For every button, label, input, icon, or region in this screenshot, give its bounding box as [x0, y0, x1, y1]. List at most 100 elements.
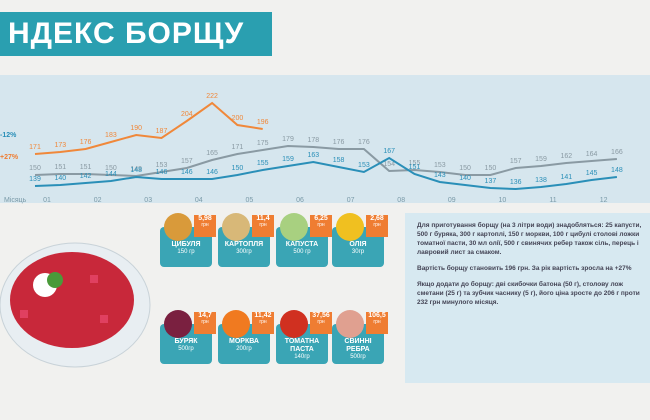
- price-tag: 37,56 грн: [310, 312, 332, 334]
- value-label: 163: [307, 152, 319, 159]
- value-label: 187: [156, 128, 168, 135]
- value-label: 150: [105, 165, 117, 172]
- currency: грн: [201, 222, 209, 228]
- value-label: 157: [181, 158, 193, 165]
- value-label: 164: [586, 151, 598, 158]
- currency: грн: [201, 319, 209, 325]
- value-label: 148: [611, 167, 623, 174]
- x-tick-label: 03: [144, 197, 152, 204]
- value-label: 179: [282, 136, 294, 143]
- value-label: 173: [54, 142, 66, 149]
- ingredient-weight: 150 гр: [177, 249, 195, 255]
- value-label: 150: [29, 165, 41, 172]
- ingredient-name: ОЛІЯ: [349, 241, 367, 248]
- info-paragraph: Для приготування борщу (на 3 літри води)…: [417, 222, 642, 256]
- price: 106,5: [368, 312, 386, 319]
- ingredient-icon: [280, 213, 308, 241]
- value-label: 158: [333, 157, 345, 164]
- chart: Місяць 01 02 03 04 05 06 07 08 09 10 11 12 -12% +27% 17…: [0, 75, 650, 204]
- value-label: 151: [409, 164, 421, 171]
- ingredient-icon: [336, 213, 364, 241]
- value-label: 183: [105, 132, 117, 139]
- currency: грн: [373, 319, 381, 325]
- chart-band: [0, 75, 650, 203]
- value-label: 162: [560, 153, 572, 160]
- price-tag: 11,4 грн: [252, 215, 274, 237]
- value-label: 196: [257, 119, 269, 126]
- value-label: 151: [80, 164, 92, 171]
- ingredient-weight: 200гр: [236, 346, 252, 352]
- x-tick-label: 01: [43, 197, 51, 204]
- info-paragraph: Вартість борщу становить 196 грн. За рік…: [417, 265, 632, 272]
- ingredient-weight: 30гр: [351, 249, 365, 255]
- value-label: 146: [181, 169, 193, 176]
- ingredient-icon: [164, 213, 192, 241]
- ingredient-card: КАПУСТА 500 гр 6,25 грн: [276, 213, 332, 269]
- ingredient-icon: [164, 310, 192, 338]
- value-label: 222: [206, 93, 218, 100]
- ingredient-icon: [222, 213, 250, 241]
- value-label: 143: [434, 172, 446, 179]
- value-label: 140: [54, 175, 66, 182]
- ingredient-name: ЦИБУЛЯ: [171, 241, 201, 248]
- soup-bowl: [0, 242, 151, 368]
- value-label: 171: [29, 144, 41, 151]
- value-label: 204: [181, 111, 193, 118]
- x-tick-label: 08: [397, 197, 405, 204]
- value-label: 176: [333, 139, 345, 146]
- value-label: 175: [257, 140, 269, 147]
- value-label: 139: [29, 176, 41, 183]
- value-label: 159: [535, 156, 547, 163]
- ingredient-card: ТОМАТНА ПАСТА 140гр 37,56 грн: [276, 310, 332, 366]
- ingredient-card: БУРЯК 500гр 14,7 грн: [160, 310, 216, 366]
- value-label: 166: [611, 149, 623, 156]
- value-label: 176: [358, 139, 370, 146]
- value-label: 148: [130, 167, 142, 174]
- price: 14,7: [198, 312, 212, 319]
- ingredient-card: ОЛІЯ 30гр 2,68 грн: [332, 213, 388, 269]
- ingredient-weight: 500гр: [178, 346, 194, 352]
- value-label: 155: [409, 160, 421, 167]
- value-label: 171: [232, 144, 244, 151]
- price-tag: 5,98 грн: [194, 215, 216, 237]
- price: 6,25: [314, 215, 328, 222]
- x-tick-label: 07: [347, 197, 355, 204]
- value-label: 149: [130, 166, 142, 173]
- value-label: 150: [485, 165, 497, 172]
- currency: грн: [317, 319, 325, 325]
- value-label: 136: [510, 179, 522, 186]
- info-paragraph: Якщо додати до борщу: дві скибочки батон…: [417, 281, 640, 306]
- value-label: 157: [510, 158, 522, 165]
- value-label: 176: [80, 139, 92, 146]
- x-axis-label: Місяць: [4, 196, 27, 204]
- ingredient-name: КАПУСТА: [285, 241, 319, 248]
- value-label: 153: [358, 162, 370, 169]
- ingredient-card: КАРТОПЛЯ 300гр 11,4 грн: [218, 213, 274, 269]
- value-label: 146: [156, 169, 168, 176]
- x-tick-label: 11: [549, 197, 556, 204]
- x-tick-label: 04: [195, 197, 203, 204]
- ingredient-name: МОРКВА: [229, 338, 259, 345]
- value-label: 138: [535, 177, 547, 184]
- value-label: 146: [206, 169, 218, 176]
- ingredient-weight: 500гр: [350, 354, 366, 360]
- ingredient-card: ЦИБУЛЯ 150 гр 5,98 грн: [160, 213, 216, 269]
- value-label: 142: [80, 173, 92, 180]
- currency: грн: [373, 222, 381, 228]
- price: 11,4: [256, 215, 270, 222]
- currency: грн: [317, 222, 325, 228]
- value-label: 153: [434, 162, 446, 169]
- series-line: [34, 144, 617, 178]
- ingredient-name: БУРЯК: [174, 338, 198, 345]
- value-label: 155: [257, 160, 269, 167]
- price-tag: 6,25 грн: [310, 215, 332, 237]
- ingredient-weight: 500 гр: [293, 249, 311, 255]
- value-label: 140: [459, 175, 471, 182]
- ingredient-name: СВИННІ РЕБРА: [344, 338, 372, 353]
- ingredient-icon: [280, 310, 308, 338]
- value-label: 137: [485, 178, 497, 185]
- title: НДЕКС БОРЩУ: [8, 17, 245, 50]
- price-tag: 11,42 грн: [252, 312, 274, 334]
- ingredient-card: СВИННІ РЕБРА 500гр 106,5 грн: [332, 310, 388, 366]
- annotation: -12%: [0, 132, 17, 139]
